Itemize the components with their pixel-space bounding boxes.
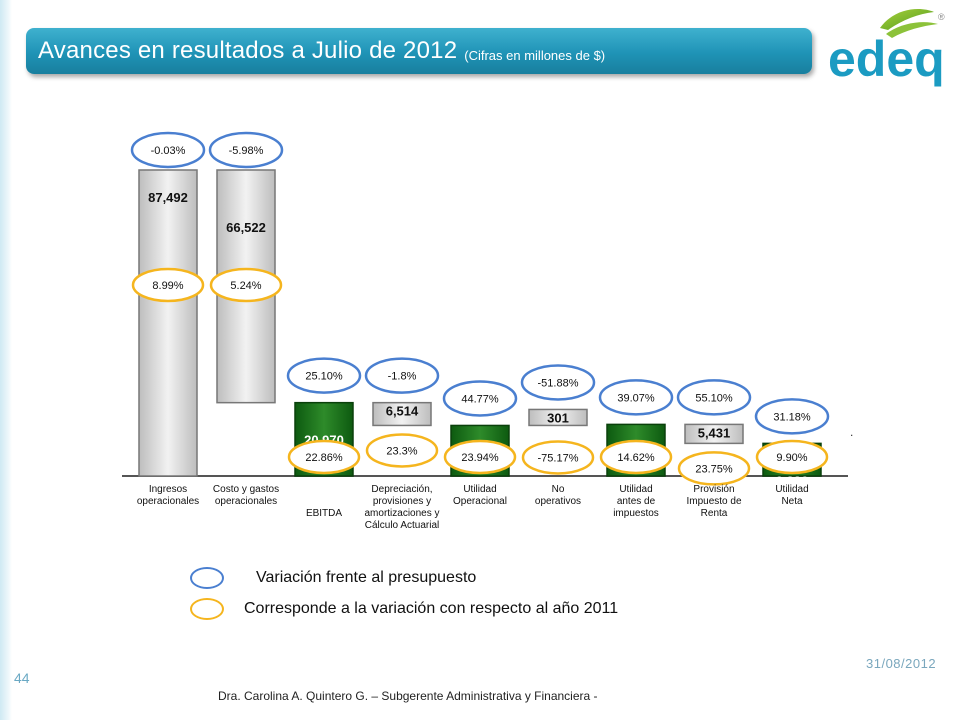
- x-category-label: Utilidad: [619, 484, 652, 495]
- legend-item-budget: Variación frente al presupuesto: [190, 567, 476, 589]
- budget-variation-label: 31.18%: [773, 411, 811, 423]
- x-category-label: Provisión: [693, 484, 734, 495]
- bar-1: [138, 169, 198, 477]
- year-variation-ellipse: [287, 439, 361, 475]
- x-category-label: operacionales: [215, 496, 277, 507]
- budget-variation-label: 55.10%: [695, 392, 733, 404]
- budget-variation-label: -0.03%: [151, 145, 186, 157]
- year-variation-label: 5.24%: [230, 280, 261, 292]
- x-category-label: Operacional: [453, 496, 507, 507]
- year-variation-ellipse: [209, 267, 283, 303]
- year-variation-ellipse: [677, 451, 751, 486]
- bar-value-label: 6,514: [386, 404, 419, 419]
- bar-value-label: 87,492: [148, 190, 188, 205]
- year-variation-ellipse: [521, 440, 595, 475]
- title-bar: Avances en resultados a Julio de 2012 (C…: [26, 28, 812, 74]
- x-category-label: antes de: [617, 496, 656, 507]
- year-variation-ellipse: [131, 267, 205, 303]
- x-category-label: Renta: [701, 508, 728, 519]
- year-variation-label: 22.86%: [305, 452, 343, 464]
- budget-variation-ellipse: [364, 357, 440, 394]
- x-category-label: provisiones y: [373, 496, 431, 507]
- budget-variation-label: 39.07%: [617, 392, 655, 404]
- budget-variation-ellipse: [754, 398, 830, 435]
- page-title: Avances en resultados a Julio de 2012: [38, 37, 458, 64]
- legend-item-year: Corresponde a la variación con respecto …: [190, 598, 618, 620]
- bar-8: [684, 423, 744, 445]
- year-variation-ellipse: [443, 439, 517, 475]
- budget-variation-label: -5.98%: [229, 145, 264, 157]
- budget-variation-label: -1.8%: [388, 371, 417, 383]
- budget-variation-ellipse: [130, 131, 206, 169]
- slide-number: 44: [14, 670, 30, 686]
- bar-value-label: 5,431: [698, 425, 731, 440]
- page-subtitle: (Cifras en millones de $): [464, 47, 606, 63]
- x-category-label: operacionales: [137, 496, 199, 507]
- x-category-label: EBITDA: [306, 508, 342, 519]
- year-variation-label: 23.75%: [695, 463, 733, 475]
- year-variation-ellipse: [755, 439, 829, 475]
- bar-4: [372, 401, 432, 427]
- x-category-label: Utilidad: [463, 484, 496, 495]
- bar-value-label: 9,326: [776, 473, 809, 488]
- left-accent-stripe: [0, 0, 12, 720]
- logo-registered-mark: ®: [938, 12, 945, 22]
- bar-value-label: 301: [547, 410, 569, 425]
- edeq-logo: ® edeq: [828, 9, 945, 87]
- year-variation-label: 23.3%: [386, 445, 417, 457]
- budget-variation-ellipse: [442, 380, 518, 417]
- budget-variation-ellipse: [598, 379, 674, 416]
- year-variation-ellipse: [599, 439, 673, 475]
- x-category-label: operativos: [535, 496, 581, 507]
- x-category-label: Neta: [781, 496, 803, 507]
- budget-variation-label: 25.10%: [305, 371, 343, 383]
- bar-value-label: 66,522: [226, 220, 266, 235]
- footer-author: Dra. Carolina A. Quintero G. – Subgerent…: [218, 689, 598, 703]
- chart-end-dot: .: [850, 425, 853, 439]
- logo-wordmark: edeq: [828, 31, 945, 87]
- budget-variation-ellipse: [208, 131, 284, 169]
- budget-variation-ellipse: [520, 364, 596, 401]
- legend-label-year: Corresponde a la variación con respecto …: [244, 600, 619, 617]
- bar-6: [528, 408, 588, 427]
- x-category-label: amortizaciones y: [364, 508, 439, 519]
- budget-variation-label: 44.77%: [461, 393, 499, 405]
- budget-variation-ellipse: [286, 357, 362, 394]
- x-category-label: Utilidad: [775, 484, 808, 495]
- leaf-icon: [880, 9, 934, 30]
- leaf-icon: [886, 22, 938, 38]
- budget-variation-ellipse: [676, 379, 752, 416]
- legend-gold-ellipse-icon: [190, 598, 224, 620]
- legend-label-budget: Variación frente al presupuesto: [256, 569, 477, 586]
- x-category-label: Costo y gastos: [213, 484, 279, 495]
- x-category-label: Cálculo Actuarial: [365, 520, 439, 531]
- x-category-label: Depreciación,: [371, 484, 432, 495]
- year-variation-label: -75.17%: [538, 452, 579, 464]
- legend-blue-ellipse-icon: [190, 567, 224, 589]
- year-variation-ellipse: [365, 433, 439, 468]
- year-variation-label: 23.94%: [461, 452, 499, 464]
- x-category-label: No: [552, 484, 565, 495]
- year-variation-label: 8.99%: [152, 280, 183, 292]
- year-variation-label: 14.62%: [617, 452, 655, 464]
- year-variation-label: 9.90%: [776, 452, 807, 464]
- x-category-label: Impuesto de: [686, 496, 741, 507]
- x-category-label: impuestos: [613, 508, 659, 519]
- slide-date: 31/08/2012: [866, 656, 937, 671]
- budget-variation-label: -51.88%: [538, 377, 579, 389]
- x-category-label: Ingresos: [149, 484, 187, 495]
